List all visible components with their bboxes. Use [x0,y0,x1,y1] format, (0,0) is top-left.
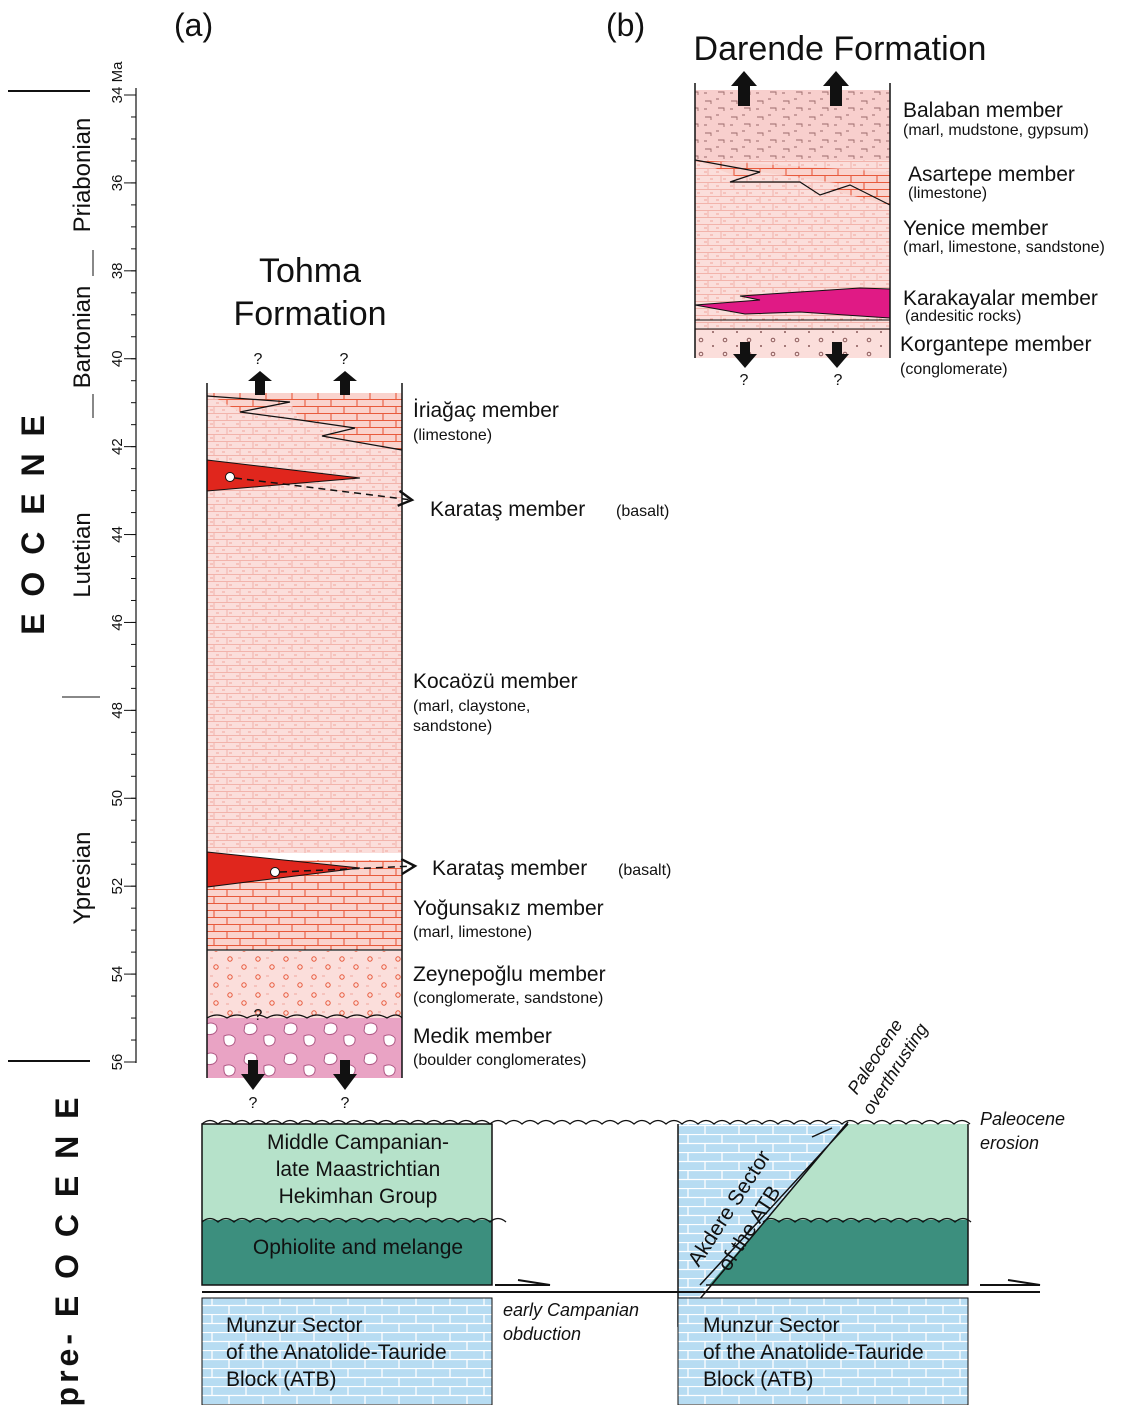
unit-label: Munzur Sector [226,1314,363,1337]
member-name: Zeynepoğlu member [413,963,606,986]
uncertain: ? [341,1095,350,1112]
tick-label: 48 [109,702,126,719]
layer-conglomerate [207,951,402,1018]
member-name: Karataş member [430,498,585,521]
member-lithology: (marl, limestone, sandstone) [903,239,1105,256]
axis-unit: Ma [109,61,126,82]
epoch-label: E O C E N E [15,411,51,635]
tick-label: 44 [109,526,126,543]
annotation: Paleocene [980,1109,1065,1129]
member-lithology: (limestone) [908,185,987,202]
member-lithology: (basalt) [618,862,671,879]
member-lithology: sandstone) [413,718,492,735]
annotation: early Campanian [503,1300,639,1320]
member-name: Yoğunsakız member [413,897,604,920]
panel-label: (a) [174,7,213,43]
unit-label: Munzur Sector [703,1314,840,1337]
unit-label: Ophiolite and melange [253,1236,463,1259]
tick-label: 34 [109,87,126,104]
member-name: Asartepe member [908,163,1075,186]
member-name: İriağaç member [413,399,559,422]
sample [226,473,235,482]
uncertain: ? [340,351,349,368]
tick-label: 38 [109,262,126,279]
column-a-labels: İriağaç member (limestone) Karataş membe… [413,399,671,1069]
member-lithology: (conglomerate, sandstone) [413,990,603,1007]
epoch-label: pre- E O C E N E [49,1094,85,1405]
stage-label: Ypresian [69,832,96,925]
tick-label: 50 [109,790,126,807]
member-lithology: (conglomerate) [900,361,1008,378]
member-lithology: (marl, claystone, [413,698,530,715]
unit-label: of the Anatolide-Tauride [226,1341,447,1364]
tick-label: 40 [109,350,126,367]
figure: (a) (b) E O C E N E pre- E O C E N E Pri… [0,0,1142,1405]
member-lithology: (limestone) [413,427,492,444]
annotation: obduction [503,1324,581,1344]
layer-conglomerate [695,330,890,358]
column-title: Formation [233,295,386,333]
tick-label: 42 [109,438,126,455]
stage-label: Bartonian [69,286,96,389]
member-lithology: (boulder conglomerates) [413,1052,586,1069]
member-name: Yenice member [903,217,1048,240]
uncertain: ? [254,351,263,368]
layer-marl [207,393,402,853]
column-title: Tohma [259,252,361,290]
member-lithology: (basalt) [616,503,669,520]
annotation: erosion [980,1133,1039,1153]
unit-label: Hekimhan Group [279,1185,438,1208]
member-lithology: (marl, limestone) [413,924,532,941]
column-b-labels: Balaban member (marl, mudstone, gypsum) … [900,99,1105,378]
uncertain: ? [834,372,843,389]
uncertain: ? [740,372,749,389]
member-lithology: (marl, mudstone, gypsum) [903,122,1089,139]
column-b: ? ? [695,71,890,389]
sample [271,868,280,877]
unit-label: Block (ATB) [703,1368,813,1391]
panel-label: (b) [606,7,645,43]
member-name: Kocaözü member [413,670,578,693]
layer-boulder [207,1018,402,1078]
unit-label: late Maastrichtian [276,1158,441,1181]
member-lithology: (andesitic rocks) [905,308,1021,325]
member-name: Medik member [413,1025,552,1048]
member-name: Karakayalar member [903,287,1098,310]
age-axis: 34 36 38 40 42 44 46 48 50 52 54 56 [109,87,136,1071]
uncertain: ? [254,1007,263,1024]
member-name: Karataş member [432,857,587,880]
tick-label: 54 [109,966,126,983]
member-name: Korgantepe member [900,333,1091,356]
stage-label: Priabonian [69,118,96,233]
stage-label: Lutetian [69,512,96,597]
column-title: Darende Formation [694,30,987,68]
tick-label: 46 [109,614,126,631]
tick-label: 36 [109,175,126,192]
tick-label: 56 [109,1054,126,1071]
member-name: Balaban member [903,99,1063,122]
uncertain: ? [249,1095,258,1112]
unit-label: of the Anatolide-Tauride [703,1341,924,1364]
layer-gypsum [695,90,890,165]
column-a: ? ? ? ? ? [207,351,415,1112]
unit-label: Block (ATB) [226,1368,336,1391]
unit-label: Middle Campanian- [267,1131,449,1154]
tick-label: 52 [109,878,126,895]
